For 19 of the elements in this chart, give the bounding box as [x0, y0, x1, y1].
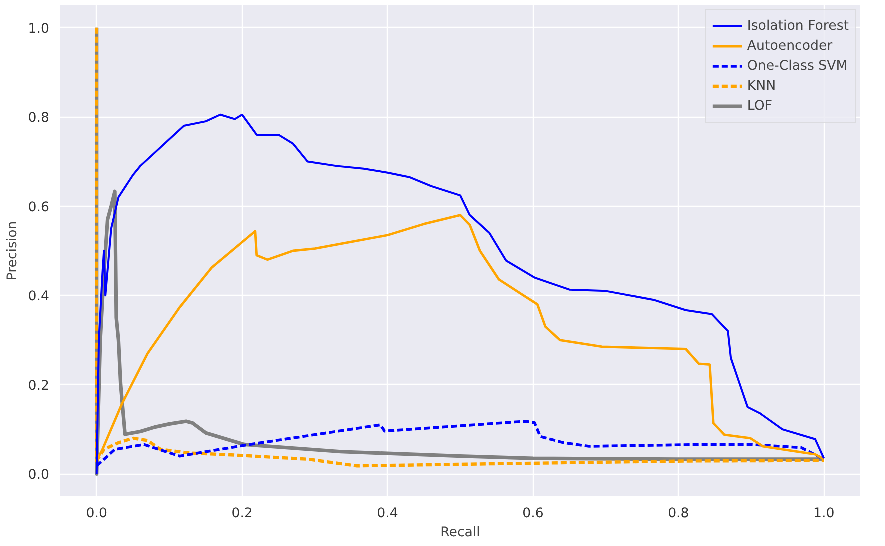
y-tick-label: 0.8	[28, 111, 50, 126]
x-axis-title: Recall	[440, 526, 480, 540]
y-tick-label: 1.0	[28, 22, 50, 37]
y-tick-label: 0.2	[28, 378, 50, 394]
x-tick-label: 0.8	[668, 506, 690, 522]
legend-label: Autoencoder	[747, 38, 833, 54]
x-tick-label: 0.4	[377, 506, 398, 522]
legend-label: KNN	[747, 78, 776, 94]
legend-label: LOF	[747, 98, 773, 114]
x-tick-label: 0.2	[232, 506, 253, 522]
y-axis-title: Precision	[5, 221, 20, 281]
legend-label: One-Class SVM	[747, 58, 848, 74]
x-tick-label: 1.0	[814, 506, 835, 522]
y-tick-label: 0.6	[28, 200, 50, 216]
x-tick-label: 0.6	[522, 506, 544, 522]
legend-label: Isolation Forest	[747, 18, 849, 34]
x-tick-label: 0.0	[86, 506, 108, 522]
y-tick-label: 0.0	[28, 468, 50, 484]
y-tick-label: 0.4	[28, 290, 50, 305]
